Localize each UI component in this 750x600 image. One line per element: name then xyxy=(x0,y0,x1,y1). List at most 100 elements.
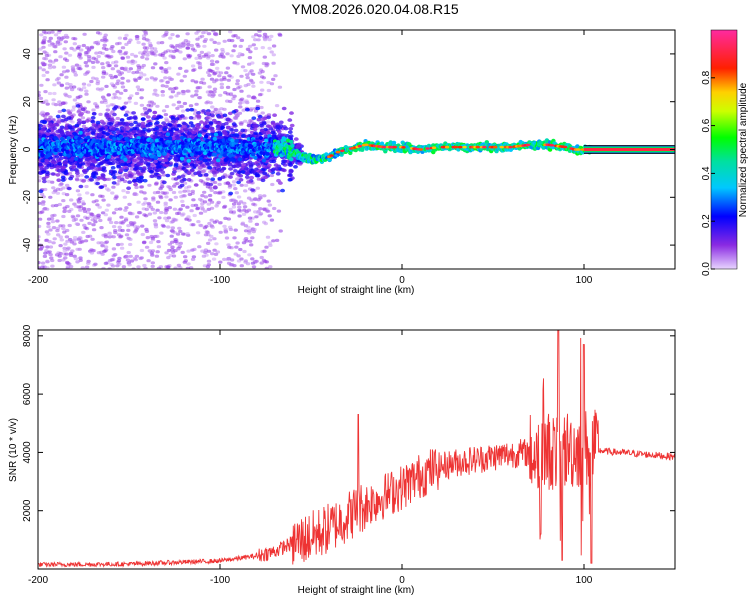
heatmap-cell xyxy=(194,80,199,84)
heatmap-cell xyxy=(218,71,224,75)
heatmap-cell xyxy=(47,39,52,43)
heatmap-cell xyxy=(38,211,43,215)
heatmap-cell xyxy=(82,32,87,36)
heatmap-cell xyxy=(111,181,117,185)
heatmap-cell xyxy=(95,181,100,186)
heatmap-cell xyxy=(156,131,162,136)
heatmap-cell xyxy=(81,43,87,48)
heatmap-cell xyxy=(141,42,146,46)
heatmap-cell xyxy=(99,100,105,104)
heatmap-cell xyxy=(225,92,230,96)
heatmap-cell xyxy=(267,214,272,218)
heatmap-cell xyxy=(248,239,253,243)
heatmap-cell xyxy=(209,77,215,81)
heatmap-cell xyxy=(41,170,46,174)
heatmap-cell xyxy=(72,42,78,46)
heatmap-cell xyxy=(40,110,45,114)
heatmap-cell xyxy=(133,54,138,58)
heatmap-cell xyxy=(140,112,145,116)
heatmap-cell xyxy=(164,70,169,74)
heatmap-cell xyxy=(168,49,174,53)
heatmap-cell xyxy=(191,198,196,202)
heatmap-cell xyxy=(209,188,214,192)
heatmap-cell xyxy=(179,79,184,83)
heatmap-cell xyxy=(65,265,71,269)
heatmap-cell xyxy=(63,139,68,144)
heatmap-cell xyxy=(86,135,91,140)
heatmap-cell xyxy=(228,167,233,171)
heatmap-cell xyxy=(282,163,288,167)
heatmap-cell xyxy=(148,240,154,245)
heatmap-cell xyxy=(126,69,131,73)
heatmap-cell xyxy=(236,54,241,59)
heatmap-cell xyxy=(164,30,169,35)
heatmap-cell xyxy=(247,128,252,132)
heatmap-cell xyxy=(43,57,49,61)
heatmap-cell xyxy=(189,168,195,172)
heatmap-cell xyxy=(66,186,72,191)
heatmap-cell xyxy=(107,161,112,165)
heatmap-cell xyxy=(123,50,129,55)
heatmap-cell xyxy=(83,61,89,65)
heatmap-cell xyxy=(58,152,64,157)
heatmap-cell xyxy=(212,173,217,178)
heatmap-cell xyxy=(147,249,152,253)
heatmap-cell xyxy=(156,240,161,244)
heatmap-cell xyxy=(231,205,237,209)
heatmap-cell xyxy=(260,111,265,115)
heatmap-cell xyxy=(261,121,267,126)
heatmap-cell xyxy=(120,66,125,71)
heatmap-cell xyxy=(274,166,279,171)
heatmap-cell xyxy=(178,50,183,54)
heatmap-cell xyxy=(271,61,276,65)
heatmap-cell xyxy=(251,43,256,47)
heatmap-cell xyxy=(91,65,96,69)
heatmap-cell xyxy=(173,266,178,269)
heatmap-cell xyxy=(40,265,45,269)
heatmap-cell xyxy=(103,213,109,217)
heatmap-cell xyxy=(153,225,159,229)
heatmap-cell xyxy=(146,259,151,263)
heatmap-cell xyxy=(253,131,258,135)
heatmap-cell xyxy=(273,163,279,167)
heatmap-cell xyxy=(128,116,134,120)
heatmap-cell xyxy=(143,201,148,205)
heatmap-cell xyxy=(138,51,143,55)
heatmap-cell xyxy=(80,116,86,120)
heatmap-cell xyxy=(64,51,69,55)
heatmap-cell xyxy=(38,235,41,239)
heatmap-cell xyxy=(210,177,216,181)
heatmap-cell xyxy=(163,76,168,80)
heatmap-cell xyxy=(187,54,193,58)
heatmap-cell xyxy=(192,126,198,131)
heatmap-cell xyxy=(82,170,88,175)
heatmap-cell xyxy=(119,246,125,250)
heatmap-cell xyxy=(268,243,273,247)
heatmap-cell xyxy=(53,50,58,54)
heatmap-cell xyxy=(52,83,57,87)
heatmap-cell xyxy=(90,60,96,64)
heatmap-cell xyxy=(201,81,207,85)
heatmap-cell xyxy=(283,126,289,131)
heatmap-cell xyxy=(226,243,231,247)
heatmap-cell xyxy=(71,85,77,89)
heatmap-cell xyxy=(198,56,203,60)
heatmap-cell xyxy=(267,38,272,42)
heatmap-cell xyxy=(47,91,53,96)
heatmap-cell xyxy=(112,170,117,174)
heatmap-cell xyxy=(280,168,286,172)
heatmap-cell xyxy=(262,32,268,36)
heatmap-cell xyxy=(236,162,242,167)
heatmap-cell xyxy=(95,87,101,91)
heatmap-cell xyxy=(38,93,41,97)
heatmap-cell xyxy=(136,67,142,72)
heatmap-cell xyxy=(77,236,83,240)
heatmap-cell xyxy=(56,233,61,237)
heatmap-cell xyxy=(271,44,277,48)
heatmap-cell xyxy=(105,61,110,65)
heatmap-cell xyxy=(189,163,195,167)
heatmap-cell xyxy=(89,126,95,130)
heatmap-cell xyxy=(123,88,128,93)
heatmap-cell xyxy=(84,175,90,179)
